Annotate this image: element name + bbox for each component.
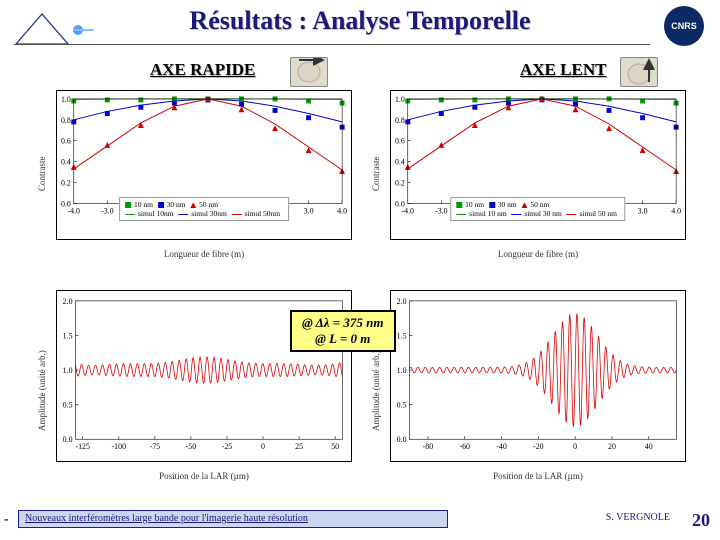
cnrs-logo: CNRS <box>664 6 704 46</box>
anno-line1: @ Δλ = 375 nm <box>302 315 384 331</box>
x-axis-label: Longueur de fibre (m) <box>391 249 685 259</box>
svg-text:0.4: 0.4 <box>395 158 405 167</box>
svg-text:1.5: 1.5 <box>397 331 407 340</box>
svg-text:0: 0 <box>573 442 577 451</box>
chart-legend: 10 nm 30 nm 50 nm simul 10nm simul 30nm … <box>119 197 289 221</box>
svg-text:0.4: 0.4 <box>61 158 71 167</box>
svg-text:4.0: 4.0 <box>337 206 347 215</box>
anno-line2: @ L = 0 m <box>302 331 384 347</box>
svg-text:-20: -20 <box>533 442 544 451</box>
x-axis-label: Position de la LAR (µm) <box>391 471 685 481</box>
svg-text:0.2: 0.2 <box>395 179 405 188</box>
svg-text:-60: -60 <box>459 442 470 451</box>
x-axis-label: Position de la LAR (µm) <box>57 471 351 481</box>
footer-dash: - <box>4 512 9 528</box>
svg-text:-100: -100 <box>112 442 127 451</box>
axis-header-row: AXE RAPIDE AXE LENT <box>0 60 720 84</box>
svg-text:3.0: 3.0 <box>304 206 314 215</box>
svg-text:0.6: 0.6 <box>395 137 405 146</box>
y-axis-label: Amplitude (unité arb.) <box>371 350 381 431</box>
y-axis-label: Contraste <box>371 157 381 192</box>
svg-text:0.5: 0.5 <box>63 401 73 410</box>
svg-text:0: 0 <box>261 442 265 451</box>
interferogram-plot-right: 0.0 0.5 1.0 1.5 2.0 -80 -60 -40 -20 0 20 40 <box>391 291 685 461</box>
parameter-annotation: @ Δλ = 375 nm @ L = 0 m <box>290 310 396 352</box>
svg-text:0.0: 0.0 <box>397 435 407 444</box>
axe-rapide-label: AXE RAPIDE <box>150 60 255 80</box>
y-axis-label: Contraste <box>37 157 47 192</box>
fiber-fast-photo <box>290 57 328 87</box>
slide-footer: - Nouveaux interféromètres large bande p… <box>0 510 720 534</box>
svg-text:0.6: 0.6 <box>61 137 71 146</box>
svg-text:-125: -125 <box>75 442 90 451</box>
svg-text:0.2: 0.2 <box>61 179 71 188</box>
svg-text:-3.0: -3.0 <box>101 206 114 215</box>
svg-text:0.8: 0.8 <box>395 116 405 125</box>
title-underline <box>14 44 650 45</box>
svg-text:25: 25 <box>295 442 303 451</box>
svg-text:1.0: 1.0 <box>395 95 405 104</box>
slide-title: Résultats : Analyse Temporelle <box>0 0 720 36</box>
page-number: 20 <box>692 510 710 531</box>
interferogram-lent: Amplitude (unité arb.) Position de la LA… <box>390 290 686 462</box>
chart-legend: 10 nm 30 nm 50 nm simul 10 nm simul 30 n… <box>450 197 625 221</box>
svg-text:4.0: 4.0 <box>671 206 681 215</box>
svg-text:-25: -25 <box>222 442 233 451</box>
x-axis-label: Longueur de fibre (m) <box>57 249 351 259</box>
svg-text:-3.0: -3.0 <box>435 206 448 215</box>
institute-logo <box>14 10 94 46</box>
svg-text:0.8: 0.8 <box>61 116 71 125</box>
svg-text:1.0: 1.0 <box>63 366 73 375</box>
footer-author: S. VERGNOLE <box>606 512 670 523</box>
svg-text:-40: -40 <box>496 442 507 451</box>
svg-text:2.0: 2.0 <box>397 297 407 306</box>
slide-header: Résultats : Analyse Temporelle CNRS <box>0 0 720 56</box>
svg-text:1.0: 1.0 <box>397 366 407 375</box>
svg-text:-50: -50 <box>186 442 197 451</box>
svg-text:0.0: 0.0 <box>63 435 73 444</box>
svg-text:-75: -75 <box>150 442 161 451</box>
contrast-chart-rapide: Contraste Longueur de fibre (m) 0.00.20.… <box>56 90 352 240</box>
svg-text:-80: -80 <box>423 442 434 451</box>
svg-text:3.0: 3.0 <box>638 206 648 215</box>
svg-text:1.0: 1.0 <box>61 95 71 104</box>
axe-lent-label: AXE LENT <box>520 60 606 80</box>
svg-text:0.5: 0.5 <box>397 401 407 410</box>
svg-text:-4.0: -4.0 <box>402 206 415 215</box>
svg-text:-4.0: -4.0 <box>68 206 81 215</box>
svg-text:1.5: 1.5 <box>63 331 73 340</box>
footer-caption: Nouveaux interféromètres large bande pou… <box>18 510 448 528</box>
svg-text:40: 40 <box>645 442 653 451</box>
svg-text:50: 50 <box>331 442 339 451</box>
fiber-slow-photo <box>620 57 658 87</box>
svg-text:2.0: 2.0 <box>63 297 73 306</box>
svg-text:20: 20 <box>608 442 616 451</box>
contrast-chart-lent: Contraste Longueur de fibre (m) 0.00.20.… <box>390 90 686 240</box>
chart-grid: Contraste Longueur de fibre (m) 0.0 0.2 0.… <box>0 90 720 492</box>
y-axis-label: Amplitude (unité arb.) <box>37 350 47 431</box>
